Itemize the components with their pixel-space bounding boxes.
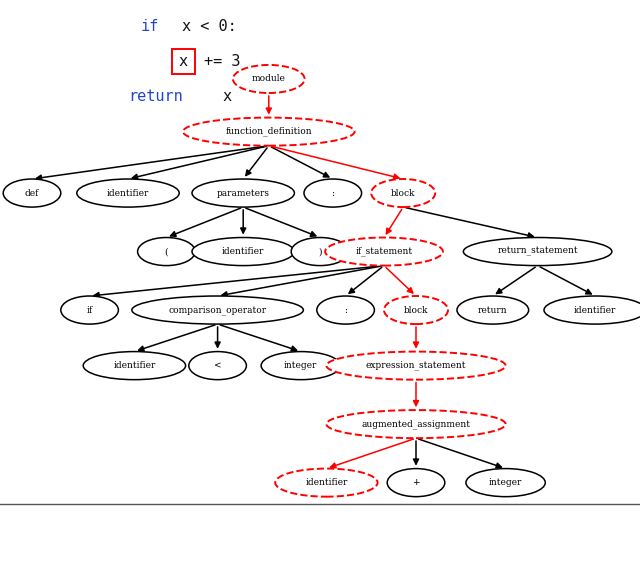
Ellipse shape — [132, 296, 303, 324]
Ellipse shape — [371, 179, 435, 207]
Ellipse shape — [83, 352, 186, 380]
Text: :: : — [344, 305, 347, 315]
Ellipse shape — [326, 410, 506, 438]
Text: module: module — [252, 74, 285, 84]
Text: integer: integer — [489, 478, 522, 487]
Ellipse shape — [325, 238, 443, 266]
Text: identifier: identifier — [305, 478, 348, 487]
Text: augmented_assignment: augmented_assignment — [362, 419, 470, 429]
Text: identifier: identifier — [113, 361, 156, 370]
Text: (: ( — [164, 247, 168, 256]
Ellipse shape — [192, 238, 294, 266]
Text: if_statement: if_statement — [355, 247, 413, 256]
FancyBboxPatch shape — [172, 49, 195, 74]
Text: +: + — [412, 478, 420, 487]
Ellipse shape — [317, 296, 374, 324]
Ellipse shape — [77, 179, 179, 207]
Text: identifier: identifier — [222, 247, 264, 256]
Text: if: if — [141, 19, 159, 34]
Ellipse shape — [387, 469, 445, 497]
Text: def: def — [25, 188, 39, 198]
Text: integer: integer — [284, 361, 317, 370]
Ellipse shape — [189, 352, 246, 380]
Ellipse shape — [326, 352, 506, 380]
Text: expression_statement: expression_statement — [365, 361, 467, 370]
Text: return: return — [478, 305, 508, 315]
Ellipse shape — [544, 296, 640, 324]
Ellipse shape — [192, 179, 294, 207]
Text: if: if — [86, 305, 93, 315]
Ellipse shape — [457, 296, 529, 324]
Text: function_definition: function_definition — [225, 127, 312, 136]
Text: <: < — [214, 361, 221, 370]
Ellipse shape — [466, 469, 545, 497]
Ellipse shape — [384, 296, 448, 324]
Text: comparison_operator: comparison_operator — [168, 305, 267, 315]
Text: block: block — [391, 188, 415, 198]
Ellipse shape — [463, 238, 612, 266]
Text: return: return — [128, 89, 183, 104]
Text: identifier: identifier — [574, 305, 616, 315]
Ellipse shape — [261, 352, 340, 380]
Ellipse shape — [304, 179, 362, 207]
Text: block: block — [404, 305, 428, 315]
Ellipse shape — [3, 179, 61, 207]
Ellipse shape — [61, 296, 118, 324]
Text: x: x — [223, 89, 232, 104]
Text: return_statement: return_statement — [497, 247, 578, 256]
Text: :: : — [332, 188, 334, 198]
Text: identifier: identifier — [107, 188, 149, 198]
Ellipse shape — [138, 238, 195, 266]
Text: += 3: += 3 — [204, 54, 240, 69]
Text: x < 0:: x < 0: — [182, 19, 237, 34]
Text: x: x — [179, 54, 188, 69]
Ellipse shape — [275, 469, 378, 497]
Text: parameters: parameters — [217, 188, 269, 198]
Ellipse shape — [233, 65, 305, 93]
Ellipse shape — [291, 238, 349, 266]
Ellipse shape — [183, 118, 355, 146]
Text: ): ) — [318, 247, 322, 256]
